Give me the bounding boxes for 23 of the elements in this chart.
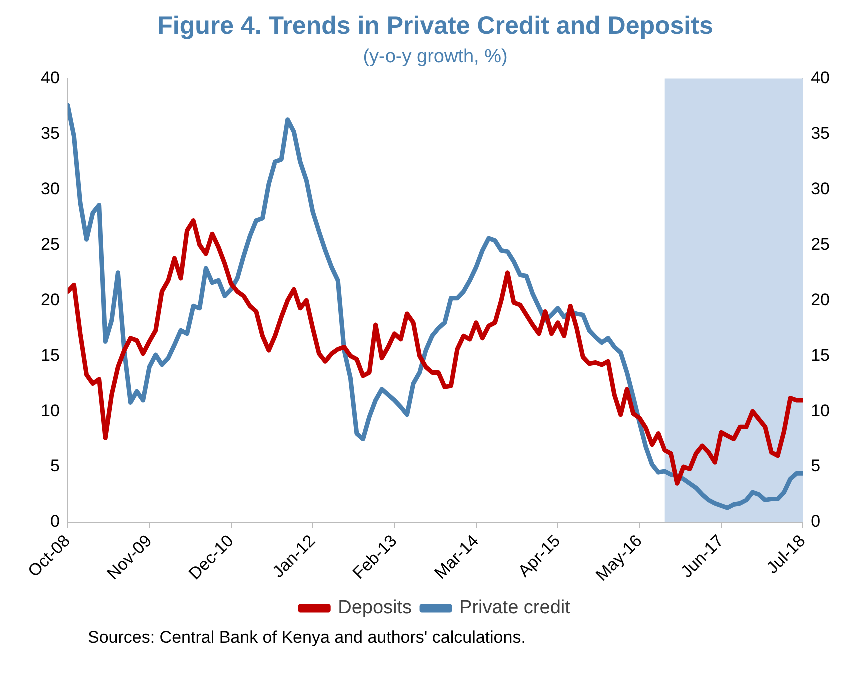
legend-label: Private credit (460, 598, 572, 619)
y2-tick-label: 40 (811, 68, 830, 88)
y-tick-label: 25 (40, 234, 60, 254)
y2-tick-label: 0 (811, 512, 821, 532)
y-tick-label: 10 (40, 401, 60, 420)
y2-tick-label: 35 (811, 124, 830, 143)
y-tick-label: 15 (40, 346, 60, 365)
y2-tick-label: 25 (811, 234, 830, 254)
source-note: Sources: Central Bank of Kenya and authors' calculations. (87, 628, 527, 648)
y-tick-label: 35 (40, 124, 60, 143)
y2-tick-label: 30 (811, 179, 830, 198)
y2-tick-label: 15 (811, 346, 830, 365)
y2-tick-label: 10 (811, 401, 830, 420)
y2-tick-label: 5 (811, 456, 821, 476)
y-tick-label: 20 (40, 290, 60, 310)
chart-subtitle: (y-o-y growth, %) (363, 46, 508, 68)
y2-tick-label: 20 (811, 290, 830, 310)
y-tick-label: 30 (40, 179, 60, 198)
y-tick-label: 5 (50, 456, 60, 476)
legend-label: Deposits (338, 598, 412, 619)
y-tick-label: 40 (40, 68, 60, 88)
chart-title: Figure 4. Trends in Private Credit and Deposits (158, 12, 714, 40)
y-tick-label: 0 (50, 512, 60, 532)
